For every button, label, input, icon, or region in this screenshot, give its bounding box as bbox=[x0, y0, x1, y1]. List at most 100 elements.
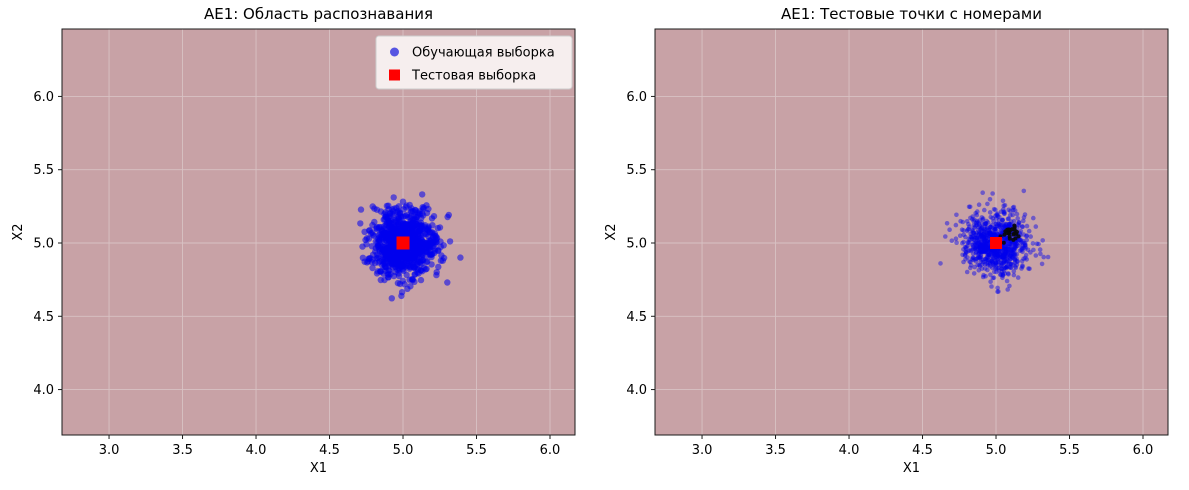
scatter-dot bbox=[421, 222, 429, 229]
scatter-dot bbox=[1016, 234, 1021, 239]
scatter-dot bbox=[369, 203, 376, 210]
scatter-dot bbox=[981, 236, 986, 242]
scatter-dot bbox=[977, 248, 982, 254]
scatter-dot bbox=[1002, 251, 1007, 257]
scatter-dot bbox=[986, 227, 991, 233]
scatter-dot bbox=[984, 261, 989, 267]
scatter-dot bbox=[991, 219, 996, 224]
scatter-dot bbox=[966, 221, 971, 227]
scatter-dot bbox=[1002, 254, 1007, 259]
scatter-dot bbox=[1000, 198, 1006, 204]
scatter-dot bbox=[446, 238, 454, 245]
scatter-dot bbox=[999, 262, 1004, 268]
scatter-dot bbox=[1012, 252, 1018, 258]
scatter-dot bbox=[978, 252, 984, 258]
scatter-dot bbox=[982, 259, 988, 265]
scatter-dot bbox=[1009, 251, 1014, 257]
scatter-dot bbox=[1001, 240, 1006, 245]
scatter-dot bbox=[958, 218, 963, 224]
scatter-dot bbox=[977, 254, 983, 260]
scatter-dot bbox=[989, 233, 995, 238]
scatter-dot bbox=[985, 231, 991, 237]
scatter-dot bbox=[1005, 250, 1010, 256]
scatter-dot bbox=[1011, 247, 1016, 253]
scatter-dot bbox=[1020, 264, 1025, 270]
scatter-dot bbox=[975, 240, 980, 246]
scatter-dot bbox=[982, 227, 988, 233]
scatter-dot bbox=[1007, 283, 1012, 289]
scatter-dot bbox=[997, 249, 1003, 254]
scatter-dot bbox=[1004, 278, 1010, 284]
scatter-dot bbox=[1015, 275, 1021, 280]
scatter-dot bbox=[1028, 234, 1033, 239]
scatter-dot bbox=[968, 248, 974, 254]
scatter-dot bbox=[981, 272, 986, 278]
scatter-dot bbox=[1016, 220, 1022, 225]
scatter-dot bbox=[979, 245, 985, 251]
scatter-dot bbox=[990, 215, 995, 221]
scatter-dot bbox=[1009, 219, 1014, 224]
scatter-dot bbox=[969, 242, 975, 248]
y-tick-label: 6.0 bbox=[626, 90, 647, 105]
scatter-dot bbox=[985, 255, 990, 260]
scatter-dot bbox=[977, 245, 982, 250]
legend: Обучающая выборка Тестовая выборка bbox=[375, 35, 573, 90]
scatter-dot bbox=[1020, 243, 1025, 248]
scatter-dot bbox=[961, 228, 966, 233]
scatter-dot bbox=[979, 232, 984, 237]
scatter-dot bbox=[971, 237, 977, 243]
scatter-dot bbox=[357, 206, 365, 213]
scatter-dot bbox=[994, 269, 999, 275]
scatter-dot bbox=[970, 242, 976, 247]
scatter-dot bbox=[1002, 258, 1008, 264]
scatter-dot bbox=[988, 279, 993, 285]
scatter-dot bbox=[1006, 247, 1011, 252]
scatter-dot bbox=[1002, 203, 1008, 208]
x-tick-label: 5.0 bbox=[986, 443, 1007, 458]
scatter-dot bbox=[1007, 244, 1013, 250]
scatter-dot bbox=[1013, 245, 1018, 251]
scatter-dot bbox=[1008, 221, 1014, 227]
plot-region bbox=[655, 29, 1168, 435]
scatter-dot bbox=[999, 255, 1005, 260]
scatter-dot bbox=[1038, 251, 1043, 257]
scatter-dot bbox=[971, 257, 976, 263]
scatter-dot bbox=[369, 264, 376, 272]
scatter-dot bbox=[989, 258, 994, 264]
scatter-dot bbox=[970, 234, 976, 239]
scatter-dot bbox=[995, 257, 1000, 263]
scatter-dot bbox=[972, 225, 977, 231]
scatter-dot bbox=[983, 274, 988, 279]
scatter-dot bbox=[987, 230, 993, 236]
scatter-dot bbox=[1008, 265, 1013, 270]
scatter-dot bbox=[989, 258, 994, 264]
scatter-dot bbox=[991, 262, 997, 268]
scatter-dot bbox=[998, 221, 1003, 227]
scatter-dot bbox=[982, 247, 987, 253]
scatter-dot bbox=[991, 248, 996, 253]
scatter-dot bbox=[982, 266, 988, 271]
scatter-dot bbox=[1000, 275, 1005, 281]
scatter-dot bbox=[977, 239, 983, 245]
scatter-dot bbox=[993, 216, 999, 221]
scatter-dot bbox=[969, 227, 975, 233]
scatter-dot bbox=[984, 235, 989, 241]
scatter-dot bbox=[984, 258, 990, 263]
scatter-dot bbox=[973, 258, 979, 264]
scatter-dot bbox=[998, 272, 1004, 277]
x-tick-label: 5.0 bbox=[393, 443, 414, 458]
scatter-dot bbox=[372, 245, 380, 252]
scatter-dot bbox=[991, 226, 997, 232]
scatter-dot bbox=[1012, 256, 1017, 262]
scatter-dot bbox=[968, 259, 973, 265]
scatter-dot bbox=[991, 230, 996, 236]
scatter-dot bbox=[967, 247, 973, 253]
scatter-dot bbox=[1023, 244, 1028, 249]
scatter-dot bbox=[975, 255, 981, 261]
scatter-dot bbox=[979, 244, 985, 249]
scatter-dot bbox=[1011, 241, 1017, 246]
scatter-dot bbox=[366, 227, 373, 234]
scatter-dot bbox=[989, 265, 995, 271]
scatter-dot bbox=[993, 207, 998, 212]
